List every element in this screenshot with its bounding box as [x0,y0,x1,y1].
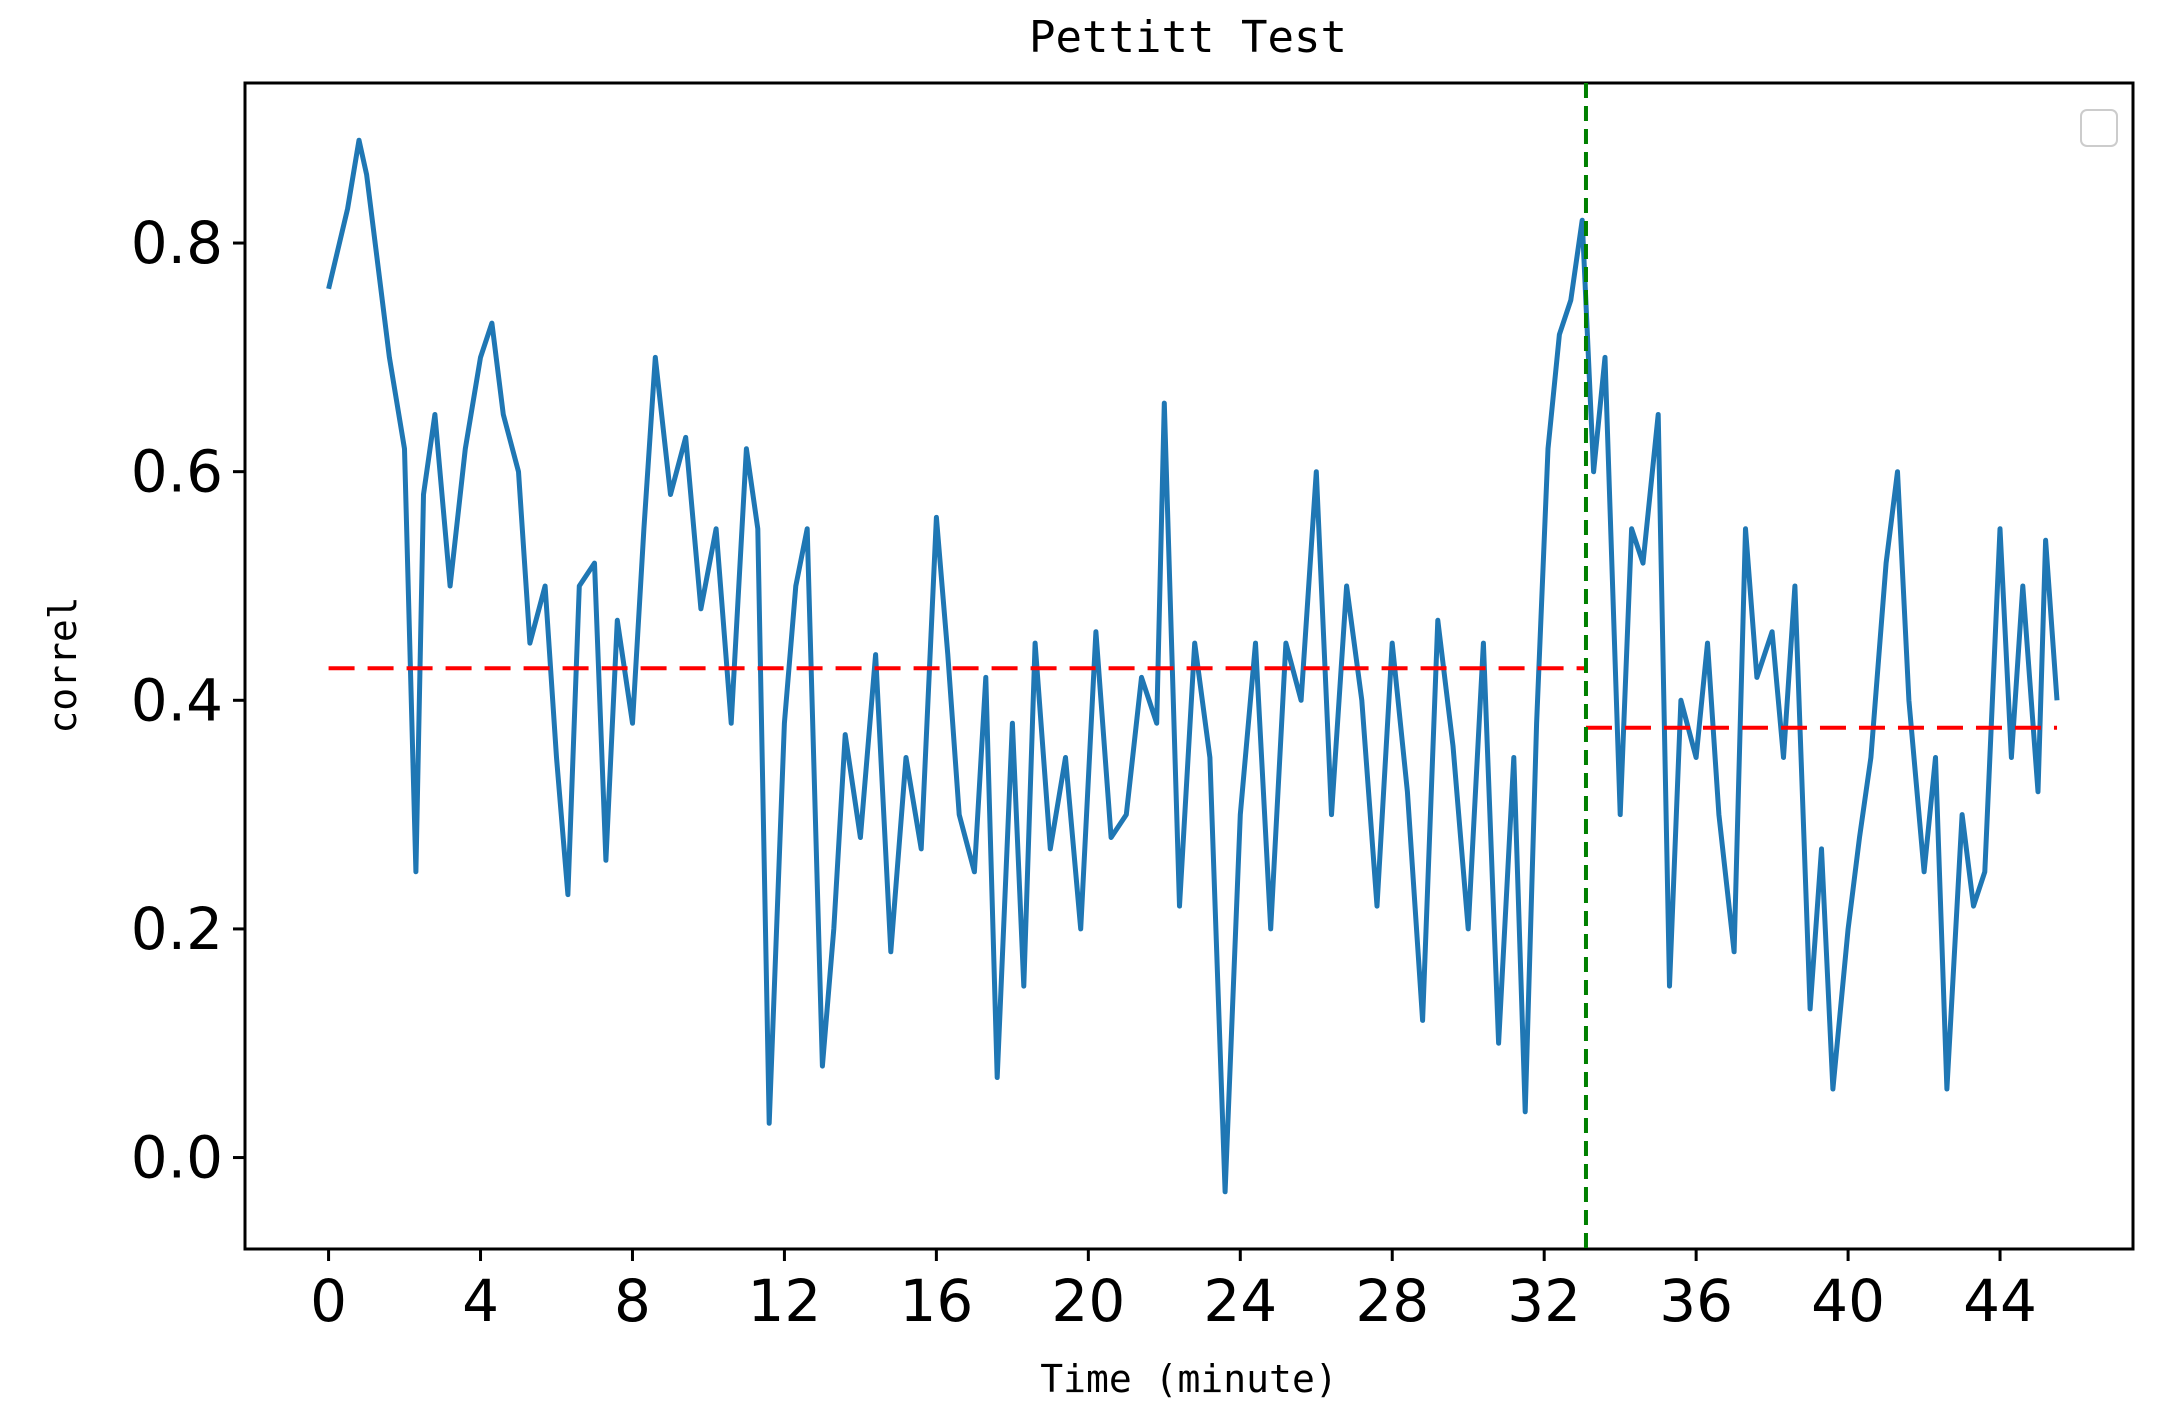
y-axis-label: correl [41,596,85,733]
series-layer [326,137,2060,1195]
x-tick-label: 0 [310,1267,347,1335]
x-tick-label: 24 [1203,1267,1277,1335]
x-tick-label: 28 [1355,1267,1429,1335]
plot-frame [243,81,2135,1251]
y-tick-label: 0.4 [131,666,223,734]
legend-box [2080,109,2118,147]
y-tick-label: 0.6 [131,438,223,506]
x-tick-label: 44 [1963,1267,2037,1335]
x-tick-label: 8 [614,1267,651,1335]
x-tick-label: 4 [462,1267,499,1335]
x-tick-label: 32 [1507,1267,1581,1335]
chart-title: Pettitt Test [1029,12,1347,63]
y-axis: 0.0 0.2 0.4 0.6 0.8 [131,209,245,1192]
x-tick-label: 40 [1811,1267,1885,1335]
y-tick-label: 0.0 [131,1124,223,1192]
x-axis: 0 4 8 12 16 20 24 28 32 36 40 44 [310,1249,2037,1335]
x-tick-label: 36 [1659,1267,1733,1335]
series-line-0 [326,137,2060,1195]
y-tick-label: 0.8 [131,209,223,277]
x-tick-label: 16 [899,1267,973,1335]
x-tick-label: 12 [748,1267,822,1335]
y-tick-label: 0.2 [131,895,223,963]
mean-layer [328,666,2058,730]
x-axis-label: Time (minute) [1040,1357,1337,1401]
x-tick-label: 20 [1051,1267,1125,1335]
plot-area [243,81,2135,1251]
